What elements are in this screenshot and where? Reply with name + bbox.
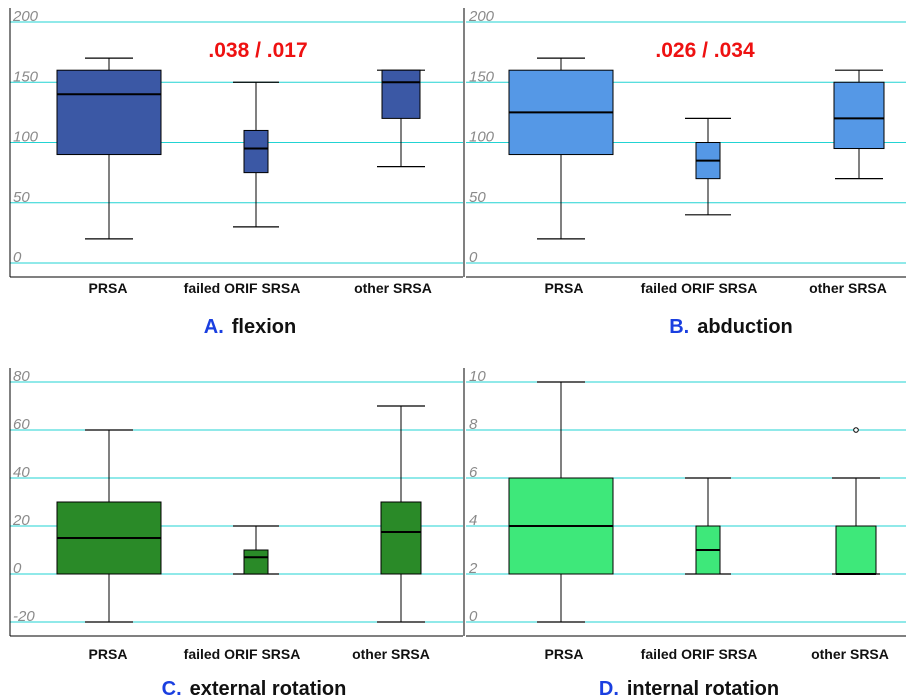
- caption-text: external rotation: [190, 678, 347, 699]
- category-label: other SRSA: [352, 646, 430, 662]
- category-label: other SRSA: [354, 280, 432, 296]
- box-failed-orif-srsa: [233, 81, 279, 228]
- y-tick-label: 80: [13, 368, 30, 385]
- caption-text: flexion: [232, 316, 296, 338]
- box-failed-orif-srsa: [233, 525, 279, 575]
- chart-panel-3: -20 0 20 40 60 80 PRSA failed ORIF SRSA other SR…: [10, 368, 463, 699]
- chart-panel-4: 0 2 4 6 8 10 PRSA failed ORIF SRSA other SRSA D. i…: [466, 368, 906, 699]
- box-body: [243, 129, 269, 174]
- y-tick-label: 10: [469, 368, 486, 385]
- box-prsa: [56, 429, 162, 623]
- caption-text: abduction: [697, 316, 793, 338]
- y-tick-label: 6: [469, 464, 478, 481]
- y-tick-label: 40: [13, 464, 30, 481]
- category-label: other SRSA: [811, 646, 889, 662]
- box-other-srsa: [832, 427, 880, 575]
- category-label: PRSA: [89, 646, 128, 662]
- category-label: failed ORIF SRSA: [641, 646, 758, 662]
- category-label: other SRSA: [809, 280, 887, 296]
- chart-panel-1: 0 50 100 150 200 PRSA failed ORIF SRSA other SR…: [10, 8, 463, 338]
- category-label: PRSA: [89, 280, 128, 296]
- y-tick-label: 150: [469, 68, 495, 85]
- caption-text: internal rotation: [627, 678, 779, 699]
- box-prsa: [56, 57, 162, 240]
- panel-caption: C. external rotation: [162, 678, 347, 699]
- y-tick-label: 0: [13, 249, 22, 266]
- y-tick-label: 100: [13, 129, 39, 146]
- box-body: [380, 501, 422, 575]
- outlier-point: [853, 427, 859, 433]
- y-tick-label: 50: [469, 189, 486, 206]
- category-label: failed ORIF SRSA: [641, 280, 758, 296]
- y-tick-label: 100: [469, 129, 495, 146]
- box-other-srsa: [833, 69, 885, 180]
- y-tick-label: 150: [13, 68, 39, 85]
- category-label: PRSA: [545, 646, 584, 662]
- box-body: [56, 69, 162, 156]
- box-body: [243, 549, 269, 575]
- y-tick-label: 200: [12, 8, 39, 25]
- y-tick-label: 200: [468, 8, 495, 25]
- panel-caption: D. internal rotation: [599, 678, 779, 699]
- box-other-srsa: [377, 405, 425, 623]
- y-tick-label: -20: [13, 608, 35, 625]
- panel-caption: B. abduction: [669, 316, 793, 338]
- chart-panel-2: 0 50 100 150 200 PRSA failed ORIF SRSA other SR…: [466, 8, 906, 338]
- box-other-srsa: [377, 69, 425, 168]
- caption-letter: B.: [669, 316, 689, 338]
- p-value-annotation: .038 / .017: [208, 39, 307, 62]
- caption-letter: D.: [599, 678, 619, 699]
- category-label: failed ORIF SRSA: [184, 646, 301, 662]
- y-tick-label: 0: [469, 608, 478, 625]
- caption-letter: C.: [162, 678, 182, 699]
- y-tick-label: 60: [13, 416, 30, 433]
- box-body: [833, 81, 885, 150]
- box-prsa: [508, 57, 614, 240]
- box-failed-orif-srsa: [685, 477, 731, 575]
- y-tick-label: 2: [468, 560, 478, 577]
- caption-letter: A.: [204, 316, 224, 338]
- y-tick-label: 8: [469, 416, 478, 433]
- y-tick-label: 50: [13, 189, 30, 206]
- category-label: PRSA: [545, 280, 584, 296]
- y-tick-label: 0: [469, 249, 478, 266]
- y-tick-label: 0: [13, 560, 22, 577]
- box-body: [835, 525, 877, 575]
- box-body: [381, 69, 421, 119]
- y-tick-label: 4: [469, 512, 477, 529]
- panel-caption: A. flexion: [204, 316, 296, 338]
- box-failed-orif-srsa: [685, 117, 731, 216]
- category-label: failed ORIF SRSA: [184, 280, 301, 296]
- box-prsa: [508, 381, 614, 623]
- y-tick-label: 20: [12, 512, 30, 529]
- p-value-annotation: .026 / .034: [655, 39, 755, 62]
